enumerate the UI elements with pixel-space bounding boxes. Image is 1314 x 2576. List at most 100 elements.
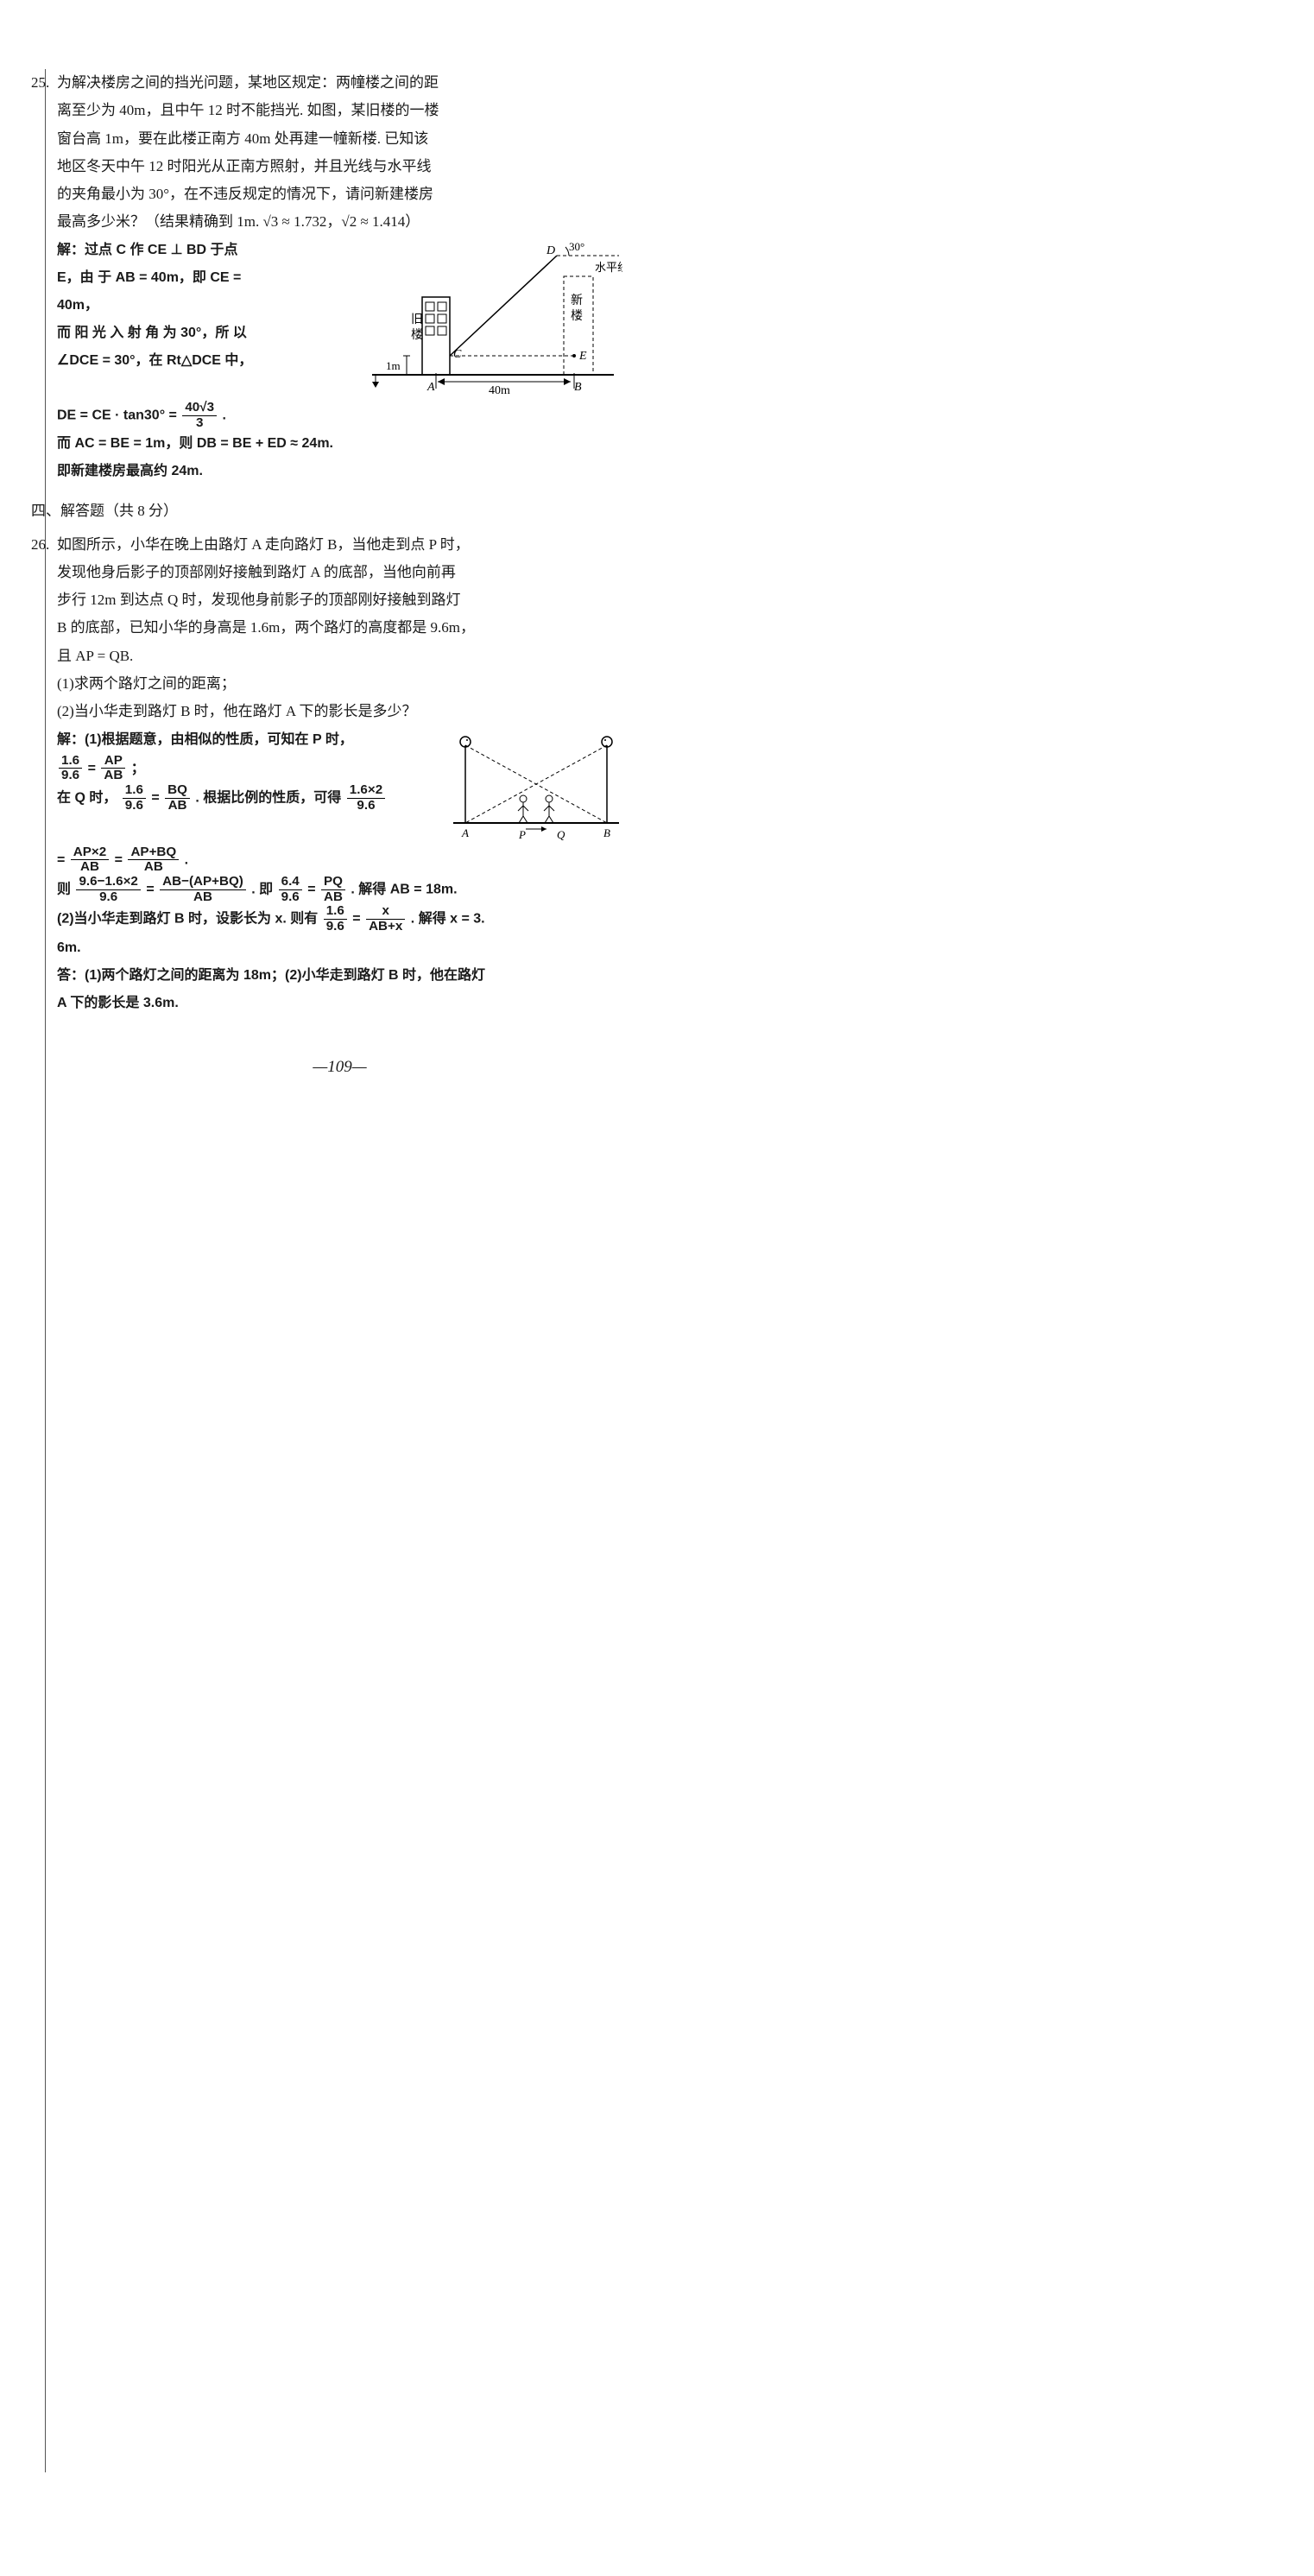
problem-25: 25. 为解决楼房之间的挡光问题，某地区规定：两幢楼之间的距 离至少为 40m，… — [57, 69, 622, 485]
left-rule — [45, 69, 46, 2472]
problem-26-body: 如图所示，小华在晚上由路灯 A 走向路灯 B，当他走到点 P 时， 发现他身后影… — [57, 531, 622, 1017]
numerator: AB−(AP+BQ) — [160, 875, 246, 889]
txt: . 解得 AB = 18m. — [351, 882, 457, 896]
p25-fig-D: D — [546, 244, 555, 257]
fraction: 1.6 9.6 — [59, 754, 82, 783]
denominator: 9.6 — [59, 768, 82, 783]
fraction: AP AB — [101, 754, 125, 783]
p25-fig-xin: 新 — [571, 294, 583, 307]
fraction: AP×2 AB — [71, 845, 109, 875]
fraction: PQ AB — [321, 875, 345, 904]
p26-sol-eq: (2)当小华走到路灯 B 时，设影长为 x. 则有 1.6 9.6 = x AB… — [57, 904, 622, 934]
p25-line: 的夹角最小为 30°，在不违反规定的情况下，请问新建楼房 — [57, 180, 622, 208]
txt: . — [185, 852, 188, 867]
p25-line: 窗台高 1m，要在此楼正南方 40m 处再建一幢新楼. 已知该 — [57, 125, 622, 153]
numerator: 1.6×2 — [347, 783, 385, 798]
p26-line: 发现他身后影子的顶部刚好接触到路灯 A 的底部，当他向前再 — [57, 559, 622, 586]
p25-fig-lou: 楼 — [571, 309, 583, 323]
p25-fig-ang: 30° — [569, 240, 584, 253]
p26-line: 且 AP = QB. — [57, 642, 622, 670]
p25-sol-line: 而 AC = BE = 1m，则 DB = BE + ED ≈ 24m. — [57, 430, 622, 458]
denominator: AB — [71, 859, 109, 875]
txt: = — [57, 852, 69, 867]
fraction: 1.6 9.6 — [123, 783, 146, 813]
page-number: —109— — [57, 1052, 622, 1083]
p26-fig-A: A — [461, 826, 469, 839]
numerator: AP×2 — [71, 845, 109, 860]
p25-solution-text: 解：过点 C 作 CE ⊥ BD 于点 E，由 于 AB = 40m，即 CE … — [57, 237, 363, 375]
p25-fig-jiu1: 旧 — [411, 313, 423, 326]
p26-figure: A P Q B — [450, 730, 622, 842]
txt: DE = CE · tan30° = — [57, 408, 180, 422]
p25-line: 地区冬天中午 12 时阳光从正南方照射，并且光线与水平线 — [57, 153, 622, 180]
fraction: x AB+x — [366, 904, 405, 934]
p25-sol-line: E，由 于 AB = 40m，即 CE = — [57, 264, 363, 292]
denominator: 9.6 — [279, 889, 302, 905]
numerator: PQ — [321, 875, 345, 889]
txt: . 解得 x = 3. — [411, 912, 485, 927]
p25-figure: 1m 旧 楼 C E 新 楼 — [363, 237, 622, 401]
txt: . 根据比例的性质，可得 — [195, 790, 341, 805]
txt: 在 Q 时， — [57, 790, 117, 805]
txt: . 即 — [251, 882, 273, 896]
problem-26-number: 26. — [31, 531, 49, 559]
numerator: 1.6 — [123, 783, 146, 798]
fraction: 40√3 3 — [182, 401, 217, 430]
p26-line: (1)求两个路灯之间的距离； — [57, 670, 622, 698]
p26-line: 步行 12m 到达点 Q 时，发现他身前影子的顶部刚好接触到路灯 — [57, 586, 622, 614]
numerator: 1.6 — [324, 904, 347, 919]
numerator: AP+BQ — [128, 845, 179, 860]
p25-sol-line: 即新建楼房最高约 24m. — [57, 458, 622, 485]
txt: = — [115, 852, 127, 867]
p25-sol-line: 40m， — [57, 292, 363, 320]
problem-25-number: 25. — [31, 69, 49, 97]
txt: (2)当小华走到路灯 B 时，设影长为 x. 则有 — [57, 912, 318, 927]
p25-sol-line: ∠DCE = 30°，在 Rt△DCE 中， — [57, 347, 363, 375]
p25-fig-E: E — [578, 350, 587, 363]
denominator: 9.6 — [324, 919, 347, 934]
p25-sol-line: 而 阳 光 入 射 角 为 30°，所 以 — [57, 320, 363, 347]
p25-solution-cont: DE = CE · tan30° = 40√3 3 . 而 AC = BE = … — [57, 401, 622, 485]
p25-fig-1m: 1m — [386, 359, 401, 372]
txt: = — [151, 790, 163, 805]
txt: = — [307, 882, 319, 896]
p26-sol-eq: = AP×2 AB = AP+BQ AB . — [57, 845, 622, 875]
p25-solution-row: 解：过点 C 作 CE ⊥ BD 于点 E，由 于 AB = 40m，即 CE … — [57, 237, 622, 401]
denominator: AB — [321, 889, 345, 905]
numerator: 6.4 — [279, 875, 302, 889]
problem-25-body: 为解决楼房之间的挡光问题，某地区规定：两幢楼之间的距 离至少为 40m，且中午 … — [57, 69, 622, 485]
txt: . — [222, 408, 225, 422]
p26-fig-Q: Q — [557, 828, 565, 841]
denominator: 9.6 — [347, 798, 385, 813]
p25-fig-hz: 水平线 — [595, 261, 622, 274]
denominator: AB+x — [366, 919, 405, 934]
numerator: BQ — [165, 783, 190, 798]
numerator: AP — [101, 754, 125, 769]
txt: = — [88, 761, 100, 775]
p26-line: (2)当小华走到路灯 B 时，他在路灯 A 下的影长是多少？ — [57, 698, 622, 725]
p26-sol-line: A 下的影长是 3.6m. — [57, 990, 622, 1017]
p26-line: B 的底部，已知小华的身高是 1.6m，两个路灯的高度都是 9.6m， — [57, 614, 622, 642]
p26-sol-line: 答：(1)两个路灯之间的距离为 18m；(2)小华走到路灯 B 时，他在路灯 — [57, 962, 622, 990]
denominator: AB — [160, 889, 246, 905]
fraction: AB−(AP+BQ) AB — [160, 875, 246, 904]
txt: ； — [131, 761, 145, 775]
problem-26: 26. 如图所示，小华在晚上由路灯 A 走向路灯 B，当他走到点 P 时， 发现… — [57, 531, 622, 1017]
denominator: AB — [165, 798, 190, 813]
txt: 则 — [57, 882, 71, 896]
p26-fig-P: P — [518, 828, 526, 841]
fraction: 1.6 9.6 — [324, 904, 347, 934]
p25-sol-eq: DE = CE · tan30° = 40√3 3 . — [57, 401, 622, 430]
fraction: BQ AB — [165, 783, 190, 813]
p25-line: 离至少为 40m，且中午 12 时不能挡光. 如图，某旧楼的一楼 — [57, 97, 622, 124]
p25-fig-B: B — [574, 381, 582, 394]
txt: = — [352, 912, 364, 927]
denominator: AB — [101, 768, 125, 783]
denominator: 9.6 — [123, 798, 146, 813]
p25-fig-C: C — [453, 348, 462, 361]
p26-sol-line: 6m. — [57, 934, 622, 962]
fraction: AP+BQ AB — [128, 845, 179, 875]
p25-fig-jiu2: 楼 — [411, 328, 423, 342]
denominator: 9.6 — [76, 889, 140, 905]
p26-sol-eq: 则 9.6−1.6×2 9.6 = AB−(AP+BQ) AB . 即 6.4 … — [57, 875, 622, 904]
